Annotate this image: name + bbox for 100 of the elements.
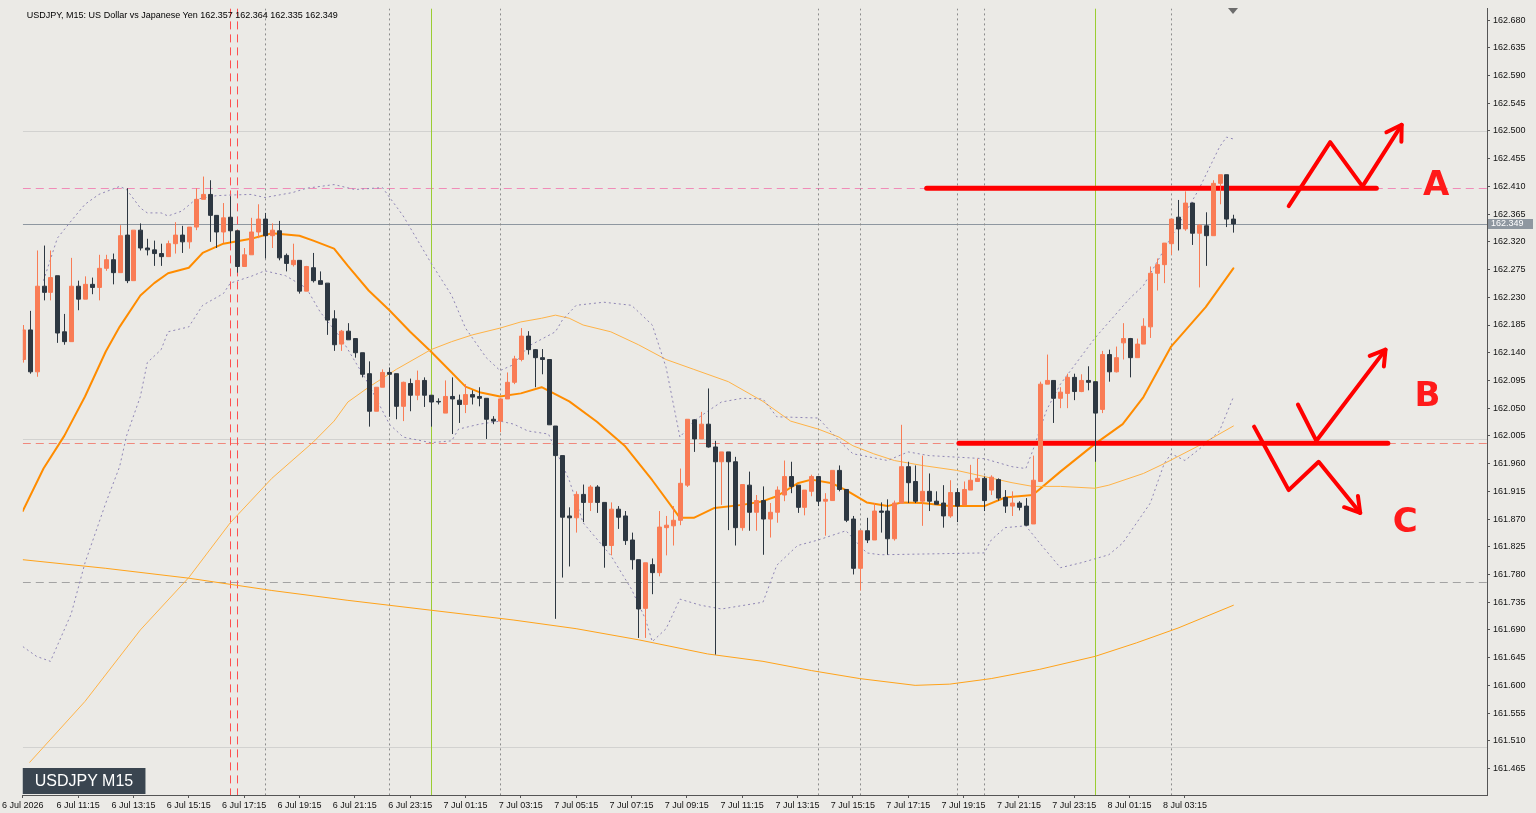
candlestick	[138, 222, 143, 251]
x-tick-label: 8 Jul 01:15	[1107, 799, 1152, 810]
annotation: B	[1414, 374, 1441, 415]
x-tick-label: 7 Jul 03:15	[498, 799, 543, 810]
y-tick-label: 162.095	[1493, 374, 1526, 385]
candlestick	[948, 479, 953, 519]
candlestick	[789, 461, 794, 494]
candlestick	[982, 476, 987, 512]
x-tick-label: 7 Jul 13:15	[775, 799, 820, 810]
chart-title: USDJPY, M15: US Dollar vs Japanese Yen 162.357 162.364 162.335 162.349	[26, 10, 338, 21]
candlestick	[906, 461, 911, 504]
candlestick	[678, 468, 683, 526]
candlestick	[498, 398, 503, 433]
candlestick	[567, 506, 572, 567]
candlestick	[643, 562, 648, 639]
candlestick	[512, 355, 517, 385]
candlestick	[1211, 179, 1216, 237]
candlestick	[955, 487, 960, 523]
candlestick	[1148, 265, 1153, 339]
y-tick-label: 162.230	[1493, 291, 1526, 302]
x-tick-label: 6 Jul 19:15	[277, 799, 322, 810]
candlestick	[1169, 218, 1174, 256]
y-tick-label: 162.455	[1493, 153, 1526, 164]
candlestick	[228, 195, 233, 244]
candlestick	[1086, 365, 1091, 391]
y-tick-label: 161.510	[1493, 735, 1526, 746]
candlestick	[69, 257, 74, 343]
candlestick	[519, 327, 524, 362]
candlestick	[920, 455, 925, 527]
candlestick	[706, 387, 711, 449]
candlestick	[304, 265, 309, 292]
candlestick	[118, 224, 123, 274]
candlestick	[221, 202, 226, 244]
x-tick-label: 7 Jul 11:15	[720, 799, 764, 810]
x-tick-label: 6 Jul 2026	[1, 799, 44, 810]
candlestick	[318, 270, 323, 285]
candlestick	[111, 253, 116, 285]
candlestick	[353, 338, 358, 359]
candlestick	[97, 254, 102, 301]
candlestick	[1051, 379, 1056, 424]
candlestick	[560, 455, 565, 579]
y-tick-label: 161.960	[1493, 458, 1526, 469]
candlestick	[346, 322, 351, 341]
candlestick	[1017, 500, 1022, 511]
candlestick	[975, 458, 980, 482]
candlestick	[152, 240, 157, 267]
candlestick	[477, 386, 482, 407]
candlestick	[747, 471, 752, 532]
candlestick	[339, 329, 344, 352]
candlestick	[796, 484, 801, 514]
candlestick	[394, 373, 399, 420]
y-tick-label: 162.545	[1493, 97, 1526, 108]
y-tick-label: 161.735	[1493, 596, 1526, 607]
candlestick	[48, 249, 53, 301]
candlestick	[187, 226, 192, 250]
candlestick	[740, 484, 745, 532]
candlestick	[858, 530, 863, 591]
y-tick-label: 162.680	[1493, 14, 1526, 25]
y-tick-label: 161.780	[1493, 568, 1526, 579]
candlestick	[588, 484, 593, 512]
candlestick	[1107, 349, 1112, 383]
candlestick	[1072, 373, 1077, 401]
x-tick-label: 6 Jul 17:15	[222, 799, 267, 810]
x-tick-label: 7 Jul 07:15	[609, 799, 654, 810]
candlestick	[595, 484, 600, 514]
candlestick	[1038, 381, 1043, 482]
y-tick-label: 161.645	[1493, 652, 1526, 663]
candlestick	[650, 557, 655, 595]
candlestick	[1058, 386, 1063, 409]
x-tick-label: 6 Jul 23:15	[388, 799, 433, 810]
candlestick	[872, 502, 877, 541]
y-tick-label: 162.140	[1493, 347, 1526, 358]
candlestick	[851, 515, 856, 575]
candlestick	[505, 371, 510, 400]
candlestick	[436, 397, 441, 405]
candlestick	[429, 394, 434, 428]
candlestick	[28, 310, 33, 375]
candlestick	[83, 275, 88, 300]
candlestick	[768, 502, 773, 539]
candlestick	[311, 252, 316, 284]
candlestick	[450, 376, 455, 435]
candlestick	[1010, 490, 1015, 517]
candlestick	[297, 259, 302, 295]
x-tick-label: 7 Jul 05:15	[554, 799, 599, 810]
candlestick	[1162, 242, 1167, 284]
candlestick	[547, 359, 552, 426]
candlestick	[913, 464, 918, 504]
candlestick	[360, 352, 365, 378]
y-tick-label: 162.590	[1493, 70, 1526, 81]
candlestick	[581, 484, 586, 523]
candlestick	[865, 517, 870, 544]
candlestick	[145, 238, 150, 256]
candlestick	[574, 490, 579, 534]
y-tick-label: 162.185	[1493, 319, 1526, 330]
candlestick	[699, 411, 704, 440]
x-tick-label: 7 Jul 09:15	[664, 799, 709, 810]
y-tick-label: 161.465	[1493, 763, 1526, 773]
candlestick	[1024, 497, 1029, 527]
candlestick	[270, 222, 275, 249]
candlestick	[367, 360, 372, 428]
